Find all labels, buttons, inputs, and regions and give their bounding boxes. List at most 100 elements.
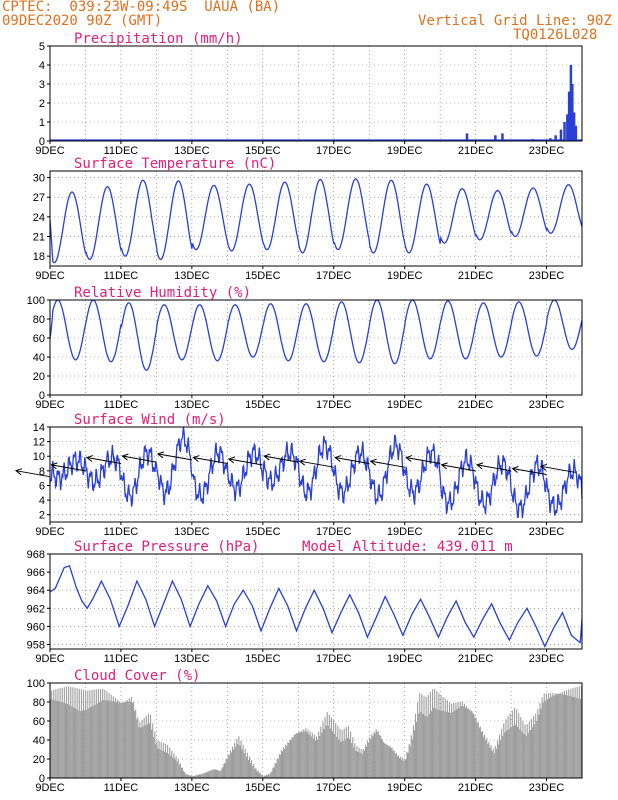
panel-title: Surface Temperature (nC) [74, 156, 276, 172]
cloud-bar [237, 743, 239, 778]
cloud-bar [275, 763, 277, 778]
cloud-bar [579, 698, 581, 778]
cloud-bar [346, 737, 348, 778]
wind-arrow-head [369, 458, 377, 466]
cloud-bar [109, 700, 111, 778]
cloud-bar [577, 698, 579, 778]
cloud-bar [314, 740, 317, 778]
cloud-bar [348, 738, 351, 778]
cloud-bar [436, 691, 438, 778]
cloud-bar [304, 731, 306, 778]
cloud-bar [215, 770, 218, 778]
panel-title: Surface Pressure (hPa) [74, 539, 259, 555]
cloud-bar [152, 723, 154, 778]
cloud-bar [164, 743, 167, 778]
cloud-bar [496, 740, 498, 778]
cloud-bar [165, 752, 168, 778]
cloud-bar [429, 692, 431, 778]
x-tick-label: 15DEC [245, 399, 281, 411]
cloud-bar [454, 710, 456, 778]
x-tick-label: 9DEC [35, 270, 64, 282]
cloud-bar [107, 700, 109, 778]
cloud-bar [563, 690, 566, 778]
cloud-bar [423, 695, 425, 778]
cloud-bar [211, 769, 213, 778]
cloud-bar [78, 688, 80, 778]
cloud-bar [500, 740, 502, 778]
cloud-bar [256, 771, 258, 778]
cloud-bar [50, 699, 52, 778]
x-tick-label: 17DEC [316, 399, 352, 411]
cloud-bar [167, 744, 169, 778]
cloud-bar [106, 691, 108, 778]
y-tick-label: 100 [27, 295, 45, 307]
wind-arrow-head [85, 455, 94, 462]
cloud-bar [273, 767, 275, 778]
x-tick-label: 13DEC [174, 526, 210, 538]
cloud-bar [464, 707, 467, 778]
cloud-bar [321, 732, 323, 778]
cloud-bar [89, 690, 91, 778]
cloud-bar [213, 769, 215, 778]
cloud-bar [377, 731, 379, 778]
cloud-bar [481, 730, 484, 778]
x-tick-label: 15DEC [245, 782, 281, 794]
x-tick-label: 13DEC [174, 145, 210, 157]
cloud-bar [56, 700, 58, 778]
cloud-bar [117, 699, 119, 778]
cloud-bar [447, 712, 450, 778]
y-tick-label: 6 [39, 480, 45, 492]
cloud-bar [317, 739, 319, 778]
cloud-bar [486, 738, 488, 778]
wind-arrow-head [263, 453, 271, 461]
x-tick-label: 23DEC [529, 145, 565, 157]
wind-arrow-head [539, 463, 548, 471]
cloud-bar [177, 759, 179, 778]
precip-bar [563, 122, 566, 141]
cloud-bar [366, 746, 368, 778]
wind-arrow [157, 453, 192, 461]
cloud-bar [570, 688, 572, 778]
y-tick-label: 2 [39, 510, 45, 522]
cloud-bar [294, 734, 296, 778]
cloud-bar [547, 693, 550, 778]
x-tick-label: 15DEC [245, 526, 281, 538]
x-tick-label: 11DEC [104, 399, 139, 411]
cloud-bar [362, 748, 364, 778]
cloud-bar [108, 693, 110, 778]
cloud-bar [490, 745, 492, 778]
cloud-bar [358, 747, 360, 778]
wind-arrow-head [298, 458, 306, 466]
cloud-bar [310, 736, 312, 778]
cloud-bar [122, 702, 124, 778]
cloud-bar [421, 694, 423, 778]
cloud-bar [293, 734, 295, 778]
cloud-bar [151, 729, 153, 778]
cloud-bar [468, 708, 470, 778]
cloud-bar [412, 725, 414, 778]
cloud-bar [286, 745, 288, 778]
cloud-bar [364, 744, 367, 778]
cloud-bar [80, 689, 82, 778]
cloud-bar [193, 775, 195, 778]
y-tick-label: 1 [39, 117, 45, 129]
cloud-bar [67, 704, 69, 778]
cloud-bar [201, 773, 203, 778]
cloud-bar [204, 772, 206, 778]
cloud-bar [297, 732, 300, 778]
cloud-bar [424, 715, 426, 778]
cloud-bar [540, 708, 542, 778]
cloud-bar [549, 698, 551, 778]
cloud-bar [551, 696, 553, 778]
wind-arrow [441, 464, 476, 472]
cloud-bar [489, 747, 491, 778]
cloud-bar [394, 753, 396, 778]
cloud-bar [463, 703, 465, 778]
panel-title: Cloud Cover (%) [74, 668, 200, 684]
cloud-bar [557, 693, 559, 778]
cloud-bar [478, 727, 480, 778]
cloud-bar [434, 688, 436, 778]
precip-bar [571, 84, 574, 141]
cloud-bar [75, 709, 77, 778]
x-tick-label: 21DEC [458, 270, 494, 282]
